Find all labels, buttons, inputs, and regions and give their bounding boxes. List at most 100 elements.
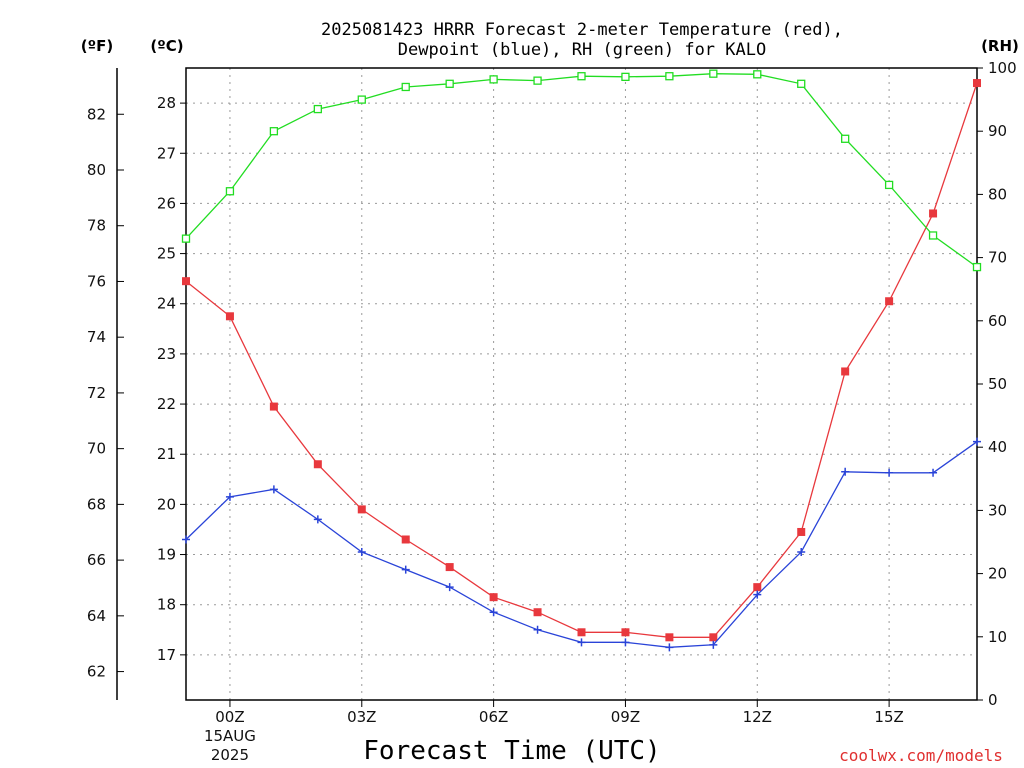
- dewpoint-point: [489, 608, 498, 617]
- x-axis-label: Forecast Time (UTC): [363, 736, 660, 766]
- x-tick-label: 06Z: [479, 708, 508, 726]
- celsius-tick-label: 27: [157, 144, 176, 162]
- rh-tick-label: 80: [988, 185, 1007, 203]
- dewpoint-point: [313, 515, 322, 524]
- temperature-point: [973, 79, 981, 88]
- rh-point: [357, 95, 366, 104]
- rh-tick-label: 30: [988, 501, 1007, 519]
- celsius-tick-label: 17: [157, 646, 176, 664]
- temperature-point: [577, 628, 586, 637]
- dewpoint-point: [357, 548, 366, 557]
- rh-point: [928, 231, 938, 240]
- dewpoint-point: [841, 467, 850, 476]
- celsius-tick-label: 21: [157, 445, 176, 463]
- fahrenheit-tick-label: 76: [87, 272, 106, 290]
- dewpoint-point: [621, 638, 630, 647]
- rh-tick-label: 0: [988, 691, 998, 709]
- temperature-point: [269, 402, 278, 411]
- fahrenheit-tick-label: 72: [87, 384, 106, 402]
- rh-tick-label: 40: [988, 438, 1007, 456]
- x-tick-label: 03Z: [347, 708, 376, 726]
- rh-tick-label: 60: [988, 312, 1007, 330]
- dewpoint-point: [973, 437, 981, 446]
- celsius-tick-label: 23: [157, 345, 176, 363]
- rh-point: [972, 262, 982, 272]
- temperature-point: [929, 209, 938, 218]
- x-date-label: 15AUG: [204, 727, 256, 745]
- temperature-point: [401, 535, 410, 544]
- fahrenheit-unit-label: (ºF): [81, 37, 113, 55]
- rh-tick-label: 100: [988, 59, 1017, 77]
- fahrenheit-tick-label: 70: [87, 440, 106, 458]
- temperature-point: [709, 633, 718, 642]
- celsius-tick-label: 26: [157, 194, 176, 212]
- dewpoint-point: [885, 468, 894, 477]
- celsius-unit-label: (ºC): [150, 37, 183, 55]
- temperature-point: [621, 628, 630, 637]
- dewpoint-point: [269, 485, 278, 494]
- rh-point: [621, 72, 630, 81]
- temperature-point: [357, 505, 366, 514]
- dewpoint-point: [182, 535, 190, 544]
- fahrenheit-tick-label: 80: [87, 161, 106, 179]
- rh-point: [753, 70, 762, 79]
- temperature-point: [797, 527, 806, 536]
- dewpoint-point: [665, 643, 674, 652]
- temperature-point: [665, 633, 674, 642]
- rh-point: [841, 134, 850, 143]
- x-tick-label: 12Z: [743, 708, 772, 726]
- temperature-point: [489, 593, 498, 602]
- temperature-point: [841, 367, 850, 376]
- dewpoint-point: [225, 492, 234, 501]
- rh-tick-label: 90: [988, 122, 1007, 140]
- rh-point: [797, 79, 806, 88]
- rh-point: [489, 75, 498, 84]
- grid: [186, 68, 977, 700]
- temperature-point: [445, 563, 454, 572]
- chart-title-line1: 2025081423 HRRR Forecast 2-meter Tempera…: [321, 20, 843, 40]
- temperature-point: [225, 312, 234, 321]
- rh-point: [533, 76, 542, 85]
- fahrenheit-tick-label: 64: [87, 607, 106, 625]
- celsius-tick-label: 22: [157, 395, 176, 413]
- celsius-tick-label: 19: [157, 546, 176, 564]
- temperature-point: [885, 297, 894, 306]
- rh-point: [225, 187, 235, 196]
- fahrenheit-tick-label: 66: [87, 551, 106, 569]
- credit-text: coolwx.com/models: [839, 746, 1003, 765]
- celsius-tick-label: 20: [157, 495, 176, 513]
- temperature-point: [182, 277, 190, 286]
- dewpoint-point: [445, 583, 454, 592]
- fahrenheit-tick-label: 62: [87, 663, 106, 681]
- x-tick-label: 00Z: [215, 708, 244, 726]
- temperature-point: [753, 583, 762, 592]
- temperature-point: [313, 460, 322, 469]
- rh-tick-label: 70: [988, 249, 1007, 267]
- rh-point: [884, 180, 894, 190]
- dewpoint-point: [533, 625, 542, 634]
- rh-point: [269, 127, 279, 136]
- x-tick-label: 15Z: [874, 708, 903, 726]
- chart-title-line2: Dewpoint (blue), RH (green) for KALO: [398, 40, 766, 60]
- rh-tick-label: 10: [988, 628, 1007, 646]
- dewpoint-point: [929, 468, 938, 477]
- celsius-tick-label: 18: [157, 596, 176, 614]
- celsius-tick-label: 24: [157, 295, 176, 313]
- fahrenheit-tick-label: 68: [87, 495, 106, 513]
- rh-point: [577, 72, 586, 81]
- x-year-label: 2025: [211, 746, 249, 764]
- rh-point: [709, 69, 718, 78]
- dewpoint-point: [577, 638, 586, 647]
- rh-point: [181, 234, 191, 243]
- celsius-tick-label: 28: [157, 94, 176, 112]
- fahrenheit-tick-label: 74: [87, 328, 106, 346]
- fahrenheit-tick-label: 78: [87, 217, 106, 235]
- x-tick-label: 09Z: [611, 708, 640, 726]
- rh-tick-label: 20: [988, 565, 1007, 583]
- dewpoint-point: [401, 565, 410, 574]
- dewpoint-point: [709, 640, 718, 649]
- celsius-tick-label: 25: [157, 245, 176, 263]
- temperature-point: [533, 608, 542, 617]
- rh-tick-label: 50: [988, 375, 1007, 393]
- rh-point: [313, 104, 322, 114]
